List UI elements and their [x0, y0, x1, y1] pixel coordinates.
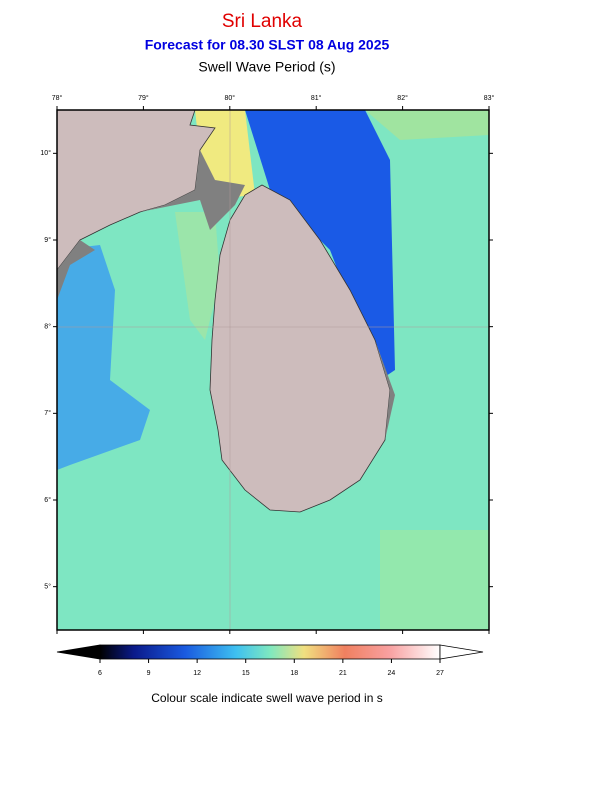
- colorbar-ticks: 6 9 12 15 18 21 24 27: [98, 659, 444, 677]
- colorbar-high-arrow: [439, 644, 484, 660]
- land-shade: [375, 340, 395, 440]
- colorbar-tick-label: 6: [98, 670, 102, 677]
- map-field: [57, 110, 489, 630]
- lon-tick-label: 78°: [52, 94, 63, 102]
- colorbar-tick-label: 27: [436, 670, 444, 677]
- colorbar-low-arrow: [56, 644, 101, 660]
- lon-tick-label: 83°: [484, 94, 495, 102]
- sea-zone: [365, 110, 489, 140]
- lon-tick-label: 79°: [138, 94, 149, 102]
- sea-zone: [380, 530, 489, 630]
- colorbar-tick-label: 18: [290, 670, 298, 677]
- lon-tick-label: 80°: [225, 94, 236, 102]
- lat-tick-label: 6°: [44, 496, 51, 504]
- lat-tick-label: 5°: [44, 583, 51, 591]
- subtitle: Forecast for 08.30 SLST 08 Aug 2025: [145, 37, 390, 53]
- land-shade: [57, 240, 95, 300]
- lat-tick-label: 8°: [44, 323, 51, 331]
- land-shade: [140, 150, 245, 230]
- colorbar-caption: Colour scale indicate swell wave period …: [151, 691, 382, 705]
- lat-tick-label: 9°: [44, 236, 51, 244]
- variable: Swell Wave Period (s): [198, 59, 335, 75]
- lat-tick-label: 7°: [44, 409, 51, 417]
- title: Sri Lanka: [222, 11, 303, 32]
- sea-zone: [57, 245, 150, 470]
- colorbar-tick-label: 12: [193, 670, 201, 677]
- land-sri-lanka: [209, 184, 391, 513]
- map-frame: [56, 109, 490, 631]
- sea-zone: [175, 212, 220, 340]
- colorbar-tick-label: 9: [147, 670, 151, 677]
- lon-tick-label: 81°: [311, 94, 322, 102]
- colorbar-tick-label: 15: [242, 670, 250, 677]
- colorbar-tick-label: 24: [388, 670, 396, 677]
- colorbar-tick-label: 21: [339, 670, 347, 677]
- axes: 78° 79° 80° 81° 82° 83° 10° 9° 8° 7° 6° 5°: [40, 94, 494, 634]
- lon-tick-label: 82°: [397, 94, 408, 102]
- lat-tick-label: 10°: [40, 149, 51, 157]
- colorbar: [99, 644, 441, 660]
